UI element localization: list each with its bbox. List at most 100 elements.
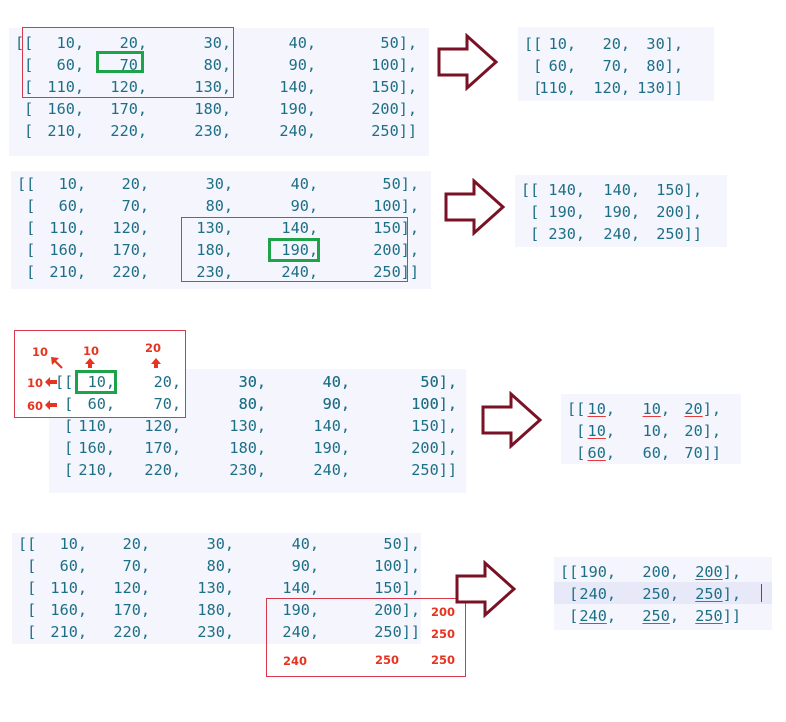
row-bracket: [	[55, 395, 74, 413]
matrix-cell: 240,	[282, 623, 319, 641]
row-bracket: [	[17, 219, 36, 237]
row-bracket: [	[567, 444, 586, 462]
matrix-cell: 240,	[579, 585, 616, 603]
matrix-cell: 150],	[411, 417, 457, 435]
pad-value-bottom-right: 250	[431, 653, 456, 667]
row-bracket: [[	[524, 35, 543, 53]
matrix-cell: 200],	[374, 601, 420, 619]
matrix-cell: 190,	[579, 563, 616, 581]
row-bracket: [[	[521, 181, 540, 199]
matrix-cell: 110,	[47, 78, 84, 96]
row-bracket: [	[18, 557, 37, 575]
matrix-cell: 250]]	[695, 607, 741, 625]
example4-output-text: [[190, 200, 200], [240, 250, 250], [240, 250,…	[554, 561, 772, 627]
matrix-cell: 80],	[646, 57, 683, 75]
matrix-row: [[10, 20, 30, 40, 50],	[12, 533, 421, 555]
pad-value-top-right: 20	[145, 341, 162, 355]
matrix-cell: 20,	[121, 175, 149, 193]
arrow-left-icon	[45, 377, 57, 387]
matrix-row: [240, 250, 250],	[554, 583, 772, 605]
pad-value-top: 10	[83, 344, 100, 358]
matrix-cell: 210,	[49, 263, 86, 281]
arrow-up-icon	[85, 358, 95, 368]
matrix-cell: 50],	[383, 535, 420, 553]
matrix-cell: 10,	[587, 400, 615, 418]
row-bracket: [	[55, 439, 74, 457]
row-bracket: [	[18, 579, 37, 597]
matrix-cell: 120,	[593, 79, 630, 97]
matrix-cell: 170,	[144, 439, 181, 457]
matrix-cell: 10,	[58, 175, 86, 193]
matrix-cell: 20,	[119, 34, 147, 52]
matrix-cell: 100],	[374, 557, 420, 575]
matrix-cell: 200],	[695, 563, 741, 581]
matrix-cell: 30,	[205, 175, 233, 193]
matrix-row: [110, 120, 130, 140, 150],	[49, 415, 466, 437]
matrix-cell: 80,	[203, 56, 231, 74]
row-bracket: [	[524, 57, 543, 75]
row-bracket: [	[55, 417, 74, 435]
matrix-row: [110, 120, 130, 140, 150],	[9, 76, 429, 98]
matrix-cell: 100],	[411, 395, 457, 413]
matrix-cell: 10,	[642, 400, 670, 418]
matrix-cell: 10,	[642, 422, 670, 440]
matrix-cell: 30,	[238, 373, 266, 391]
matrix-cell: 60,	[87, 395, 115, 413]
row-bracket: [	[560, 607, 579, 625]
matrix-cell: 240,	[279, 122, 316, 140]
example3-input-matrix: [[10,20,30,40,50], [60,70,80,90,100], [1…	[49, 369, 466, 493]
matrix-cell: 180,	[196, 241, 233, 259]
matrix-cell: 20,	[602, 35, 630, 53]
matrix-row: [60, 70, 80],	[518, 55, 714, 77]
matrix-cell: 250,	[642, 607, 679, 625]
matrix-cell: 90,	[290, 197, 318, 215]
arrow-left-icon	[45, 400, 57, 410]
matrix-cell: 60,	[642, 444, 670, 462]
matrix-row: [160, 170, 180, 190, 200],	[12, 599, 421, 621]
matrix-cell: 150],	[374, 579, 420, 597]
matrix-cell: 220,	[112, 263, 149, 281]
row-bracket: [	[560, 585, 579, 603]
matrix-cell: 90,	[322, 395, 350, 413]
matrix-cell: 80,	[238, 395, 266, 413]
row-bracket: [[	[55, 373, 74, 391]
matrix-cell: 20],	[684, 400, 721, 418]
matrix-row: [240, 250, 250]]	[554, 605, 772, 627]
matrix-cell: 100],	[373, 197, 419, 215]
matrix-cell: 120,	[144, 417, 181, 435]
row-bracket: [	[521, 203, 540, 221]
matrix-cell: 20,	[153, 373, 181, 391]
matrix-row: [60, 70, 80, 90, 100],	[11, 195, 431, 217]
current-line-highlight	[554, 582, 772, 604]
matrix-cell: 50],	[420, 373, 457, 391]
matrix-cell: 170,	[110, 100, 147, 118]
matrix-cell: 110,	[539, 79, 576, 97]
matrix-cell: 160,	[50, 601, 87, 619]
row-bracket: [	[521, 225, 540, 243]
pad-value-bottom-left: 60	[27, 399, 44, 413]
example4-input-matrix: [[10, 20, 30, 40, 50], [60, 70, 80, 90, 100], [1…	[12, 533, 421, 644]
matrix-cell: 70,	[121, 197, 149, 215]
matrix-cell: 190,	[282, 601, 319, 619]
matrix-cell: 40,	[290, 175, 318, 193]
matrix-cell: 140,	[279, 78, 316, 96]
matrix-cell: 250]]	[374, 623, 420, 641]
matrix-cell: 170,	[113, 601, 150, 619]
matrix-cell: 30,	[206, 535, 234, 553]
matrix-cell: 250],	[695, 585, 741, 603]
matrix-cell: 40,	[322, 373, 350, 391]
center-cell-highlight	[268, 238, 320, 262]
window-highlight-box	[181, 217, 408, 282]
matrix-cell: 40,	[291, 535, 319, 553]
example1-output-matrix: [[10, 20, 30], [60, 70, 80], [110, 120, 130]]	[518, 27, 714, 101]
matrix-cell: 30],	[646, 35, 683, 53]
matrix-cell: 70]]	[684, 444, 721, 462]
row-bracket: [[	[15, 34, 34, 52]
row-bracket: [	[15, 122, 34, 140]
pad-value-top-left: 10	[32, 345, 49, 359]
example3-output-matrix: [[10, 10, 20], [10, 10, 20], [60, 60, 70]]	[561, 394, 741, 464]
matrix-cell: 130,	[229, 417, 266, 435]
matrix-cell: 140,	[603, 181, 640, 199]
matrix-row: [210, 220, 230, 240, 250]]	[12, 621, 421, 643]
matrix-row: [[10, 20, 30, 40, 50],	[11, 173, 431, 195]
